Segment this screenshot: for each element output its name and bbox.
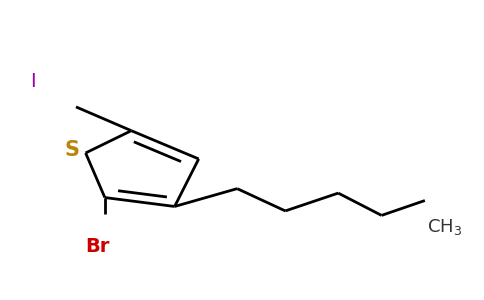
- Text: CH$_3$: CH$_3$: [427, 217, 463, 237]
- Text: Br: Br: [86, 237, 110, 256]
- Text: I: I: [30, 72, 35, 91]
- Text: S: S: [65, 140, 80, 160]
